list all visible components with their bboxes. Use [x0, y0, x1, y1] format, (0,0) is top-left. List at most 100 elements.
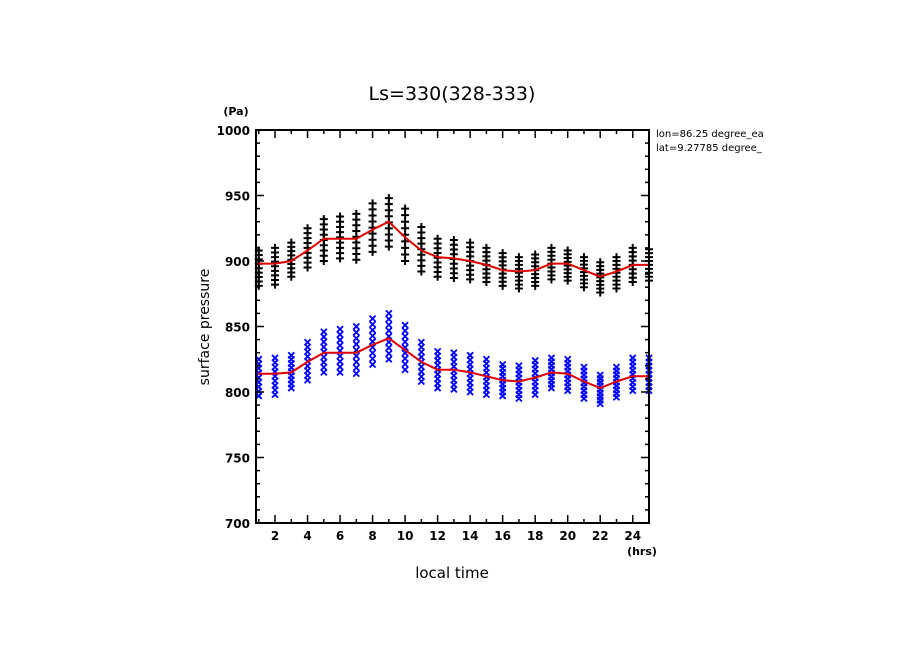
cross-marker: [450, 349, 458, 357]
y-tick-label: 950: [225, 190, 250, 204]
mean-point: [371, 228, 374, 231]
y-tick-label: 800: [225, 386, 250, 400]
cross-marker: [336, 325, 344, 333]
cross-marker: [336, 352, 344, 360]
cross-marker: [368, 315, 377, 323]
mean-point: [501, 269, 504, 271]
mean-point: [453, 368, 455, 371]
cross-marker: [385, 326, 393, 335]
x-tick-label: 12: [429, 529, 446, 543]
mean-point: [274, 262, 276, 265]
mean-point: [436, 256, 439, 258]
cross-marker: [352, 370, 360, 378]
cross-marker: [401, 327, 409, 335]
x-tick-label: 10: [397, 529, 414, 543]
cross-marker: [336, 357, 344, 366]
cross-marker: [385, 355, 393, 363]
mean-point: [306, 249, 309, 252]
cross-marker: [352, 322, 360, 331]
cross-marker: [368, 320, 377, 329]
mean-point: [339, 351, 341, 354]
annotation-lon: lon=86.25 degree_ea: [656, 129, 764, 140]
cross-marker: [466, 351, 474, 359]
plus-marker: [319, 215, 328, 224]
plus-marker: [612, 253, 621, 262]
y-axis-label: surface pressure: [197, 269, 213, 386]
x-tick-label: 6: [336, 529, 344, 543]
mean-point: [257, 262, 260, 265]
cross-marker: [401, 338, 409, 346]
cross-marker: [368, 332, 377, 340]
plus-marker: [336, 212, 345, 221]
mean-point: [631, 264, 634, 266]
mean-point: [469, 260, 471, 262]
cross-marker: [433, 347, 442, 356]
mean-point: [599, 275, 602, 278]
mean-point: [371, 344, 374, 346]
cross-marker: [336, 336, 344, 344]
plus-marker: [563, 246, 572, 255]
chart-title: Ls=330(328-333): [369, 83, 536, 105]
cross-marker: [368, 360, 377, 369]
mean-point: [453, 257, 455, 260]
cross-marker: [547, 354, 556, 362]
cross-marker: [368, 349, 377, 357]
cross-marker: [401, 366, 409, 374]
cross-marker: [336, 341, 344, 349]
plus-marker: [368, 199, 377, 208]
mean-point: [615, 270, 618, 273]
cross-marker: [368, 355, 377, 363]
y-tick-label: 750: [225, 452, 250, 466]
cross-marker: [612, 363, 621, 371]
cross-marker: [499, 360, 507, 369]
mean-point: [534, 376, 536, 379]
x-tick-label: 22: [592, 529, 609, 543]
cross-marker: [401, 354, 409, 363]
mean-point: [355, 237, 358, 240]
x-tick-label: 4: [303, 529, 311, 543]
cross-marker: [352, 340, 360, 348]
cross-marker: [352, 328, 360, 337]
mean-point: [501, 379, 504, 382]
plus-marker: [352, 209, 361, 218]
cross-marker: [401, 332, 409, 340]
y-unit-label: (Pa): [223, 105, 248, 118]
mean-point: [566, 262, 569, 265]
x-tick-label: 8: [368, 529, 376, 543]
mean-point: [583, 269, 585, 271]
cross-marker: [287, 351, 295, 359]
cross-marker: [352, 334, 360, 342]
cross-marker: [320, 328, 328, 336]
annotation-lat: lat=9.27785 degree_: [656, 143, 763, 154]
x-tick-label: 14: [462, 529, 479, 543]
cross-marker: [352, 364, 360, 372]
mean-point: [615, 380, 618, 383]
mean-point: [550, 262, 553, 265]
mean-point: [534, 269, 536, 271]
cross-marker: [401, 321, 409, 329]
plot-marks: [254, 194, 653, 408]
x-tick-label: 2: [271, 529, 279, 543]
cross-marker: [531, 356, 539, 365]
cross-marker: [336, 363, 344, 371]
mean-point: [550, 371, 553, 374]
y-tick-label: 700: [225, 517, 250, 531]
mean-point: [388, 220, 390, 223]
y-tick-label: 850: [225, 321, 250, 335]
plus-marker: [579, 253, 588, 262]
plus-marker: [303, 224, 312, 233]
mean-point: [518, 380, 520, 383]
mean-point: [469, 371, 471, 374]
mean-point: [306, 361, 309, 363]
mean-point: [355, 351, 358, 354]
plus-marker: [482, 243, 491, 252]
mean-point: [436, 368, 439, 371]
mean-point: [274, 372, 276, 375]
cross-marker: [385, 315, 393, 323]
mean-point: [566, 372, 569, 375]
mean-point: [257, 372, 260, 375]
cross-marker: [629, 354, 637, 362]
cross-marker: [336, 330, 344, 339]
plus-marker: [596, 258, 605, 267]
plus-marker: [531, 250, 540, 259]
